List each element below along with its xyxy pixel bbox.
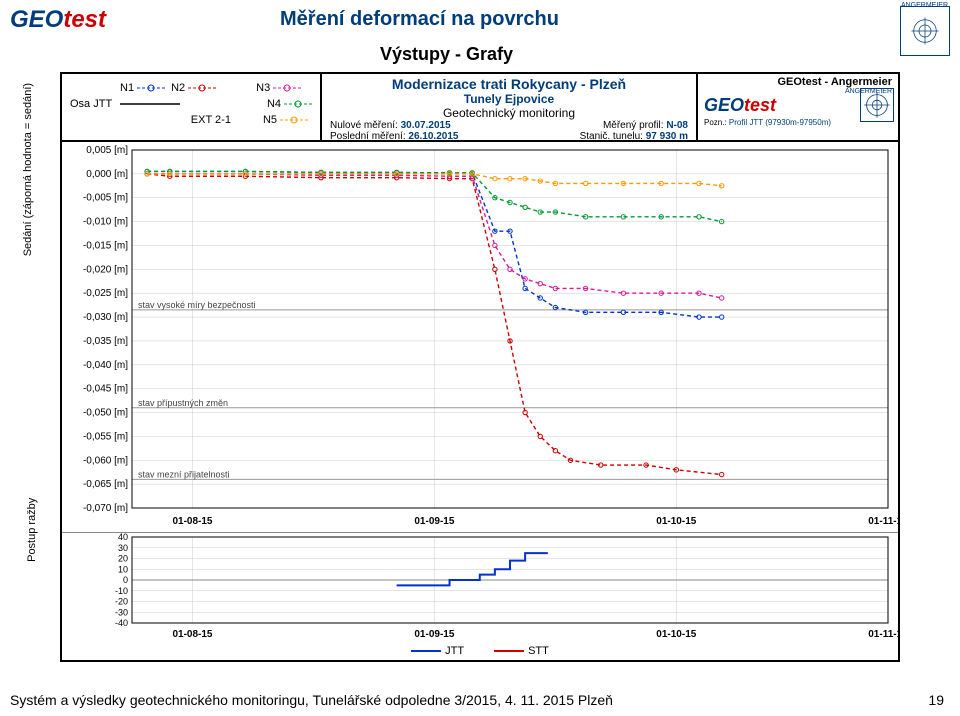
report-header-right: GEOtest - Angermeier ANGERMEIER GEOtest … [698,74,898,140]
legend-ext: EXT 2-1 [191,114,231,126]
svg-text:30: 30 [118,543,128,553]
geotest-logo: GEOtest [10,6,106,34]
svg-text:-0,035 [m]: -0,035 [m] [83,336,128,347]
svg-text:-10: -10 [115,586,128,596]
svg-text:01-10-15: 01-10-15 [656,516,696,527]
svg-text:0: 0 [123,575,128,585]
svg-text:-0,030 [m]: -0,030 [m] [83,312,128,323]
svg-text:40: 40 [118,533,128,542]
svg-text:-0,020 [m]: -0,020 [m] [83,264,128,275]
svg-text:-0,040 [m]: -0,040 [m] [83,360,128,371]
report-header: N1 N2 N3 Osa JTT [62,74,898,142]
page-subtitle: Výstupy - Grafy [380,44,513,65]
page-number: 19 [928,692,944,708]
profile-note: Profil JTT (97930m-97950m) [729,118,831,127]
svg-text:-20: -20 [115,597,128,607]
svg-text:01-08-15: 01-08-15 [172,516,212,527]
svg-text:0,005 [m]: 0,005 [m] [86,145,128,156]
svg-text:10: 10 [118,564,128,574]
svg-text:01-09-15: 01-09-15 [414,516,454,527]
svg-text:stav mezní přijatelnosti: stav mezní přijatelnosti [138,469,230,479]
svg-text:stav přípustných změn: stav přípustných změn [138,398,228,408]
legend-n2: N2 [171,82,216,94]
angermeier-logo [900,6,950,56]
svg-text:-0,005 [m]: -0,005 [m] [83,193,128,204]
bottom-chart: Postup ražby 403020100-10-20-30-4001-08-… [62,532,898,642]
legend-n1: N1 [120,82,165,94]
svg-text:-0,045 [m]: -0,045 [m] [83,384,128,395]
svg-text:-0,070 [m]: -0,070 [m] [83,503,128,514]
svg-text:-0,025 [m]: -0,025 [m] [83,288,128,299]
company-name: GEOtest - Angermeier [704,76,892,88]
legend-jtt: JTT [445,645,464,657]
angermeier-logo-small [860,88,894,122]
report-header-center: Modernizace trati Rokycany - Plzeň Tunel… [322,74,698,140]
report-box: N1 N2 N3 Osa JTT [60,72,900,662]
legend-n5: N5 [263,114,308,126]
legend-n4: N4 [267,98,312,110]
legend-n3: N3 [256,82,301,94]
main-chart: Sedání (záporná hodnota = sedání) 0,005 … [62,142,898,532]
bottom-legend: JTT STT [62,642,898,660]
legend-stt: STT [528,645,549,657]
svg-text:01-11-15: 01-11-15 [868,629,898,640]
svg-text:-0,050 [m]: -0,050 [m] [83,408,128,419]
svg-text:0,000 [m]: 0,000 [m] [86,169,128,180]
svg-text:01-08-15: 01-08-15 [172,629,212,640]
svg-text:01-11-15: 01-11-15 [868,516,898,527]
svg-text:stav vysoké míry bezpečnosti: stav vysoké míry bezpečnosti [138,300,256,310]
svg-text:-0,010 [m]: -0,010 [m] [83,217,128,228]
page-title: Měření deformací na povrchu [280,8,559,31]
project-title: Modernizace trati Rokycany - Plzeň [324,76,694,92]
svg-text:-0,065 [m]: -0,065 [m] [83,479,128,490]
bottom-chart-ylabel: Postup ražby [26,497,38,561]
footer-text: Systém a výsledky geotechnického monitor… [10,692,613,708]
svg-text:20: 20 [118,554,128,564]
svg-text:-40: -40 [115,618,128,628]
svg-text:-0,015 [m]: -0,015 [m] [83,240,128,251]
svg-text:-0,060 [m]: -0,060 [m] [83,455,128,466]
project-subtitle: Tunely Ejpovice [324,92,694,106]
svg-text:-0,055 [m]: -0,055 [m] [83,431,128,442]
project-type: Geotechnický monitoring [324,106,694,120]
axis-label: Osa JTT [70,98,114,110]
report-header-legend: N1 N2 N3 Osa JTT [62,74,322,140]
svg-text:01-10-15: 01-10-15 [656,629,696,640]
svg-text:-30: -30 [115,607,128,617]
main-chart-ylabel: Sedání (záporná hodnota = sedání) [22,83,34,256]
svg-text:01-09-15: 01-09-15 [414,629,454,640]
